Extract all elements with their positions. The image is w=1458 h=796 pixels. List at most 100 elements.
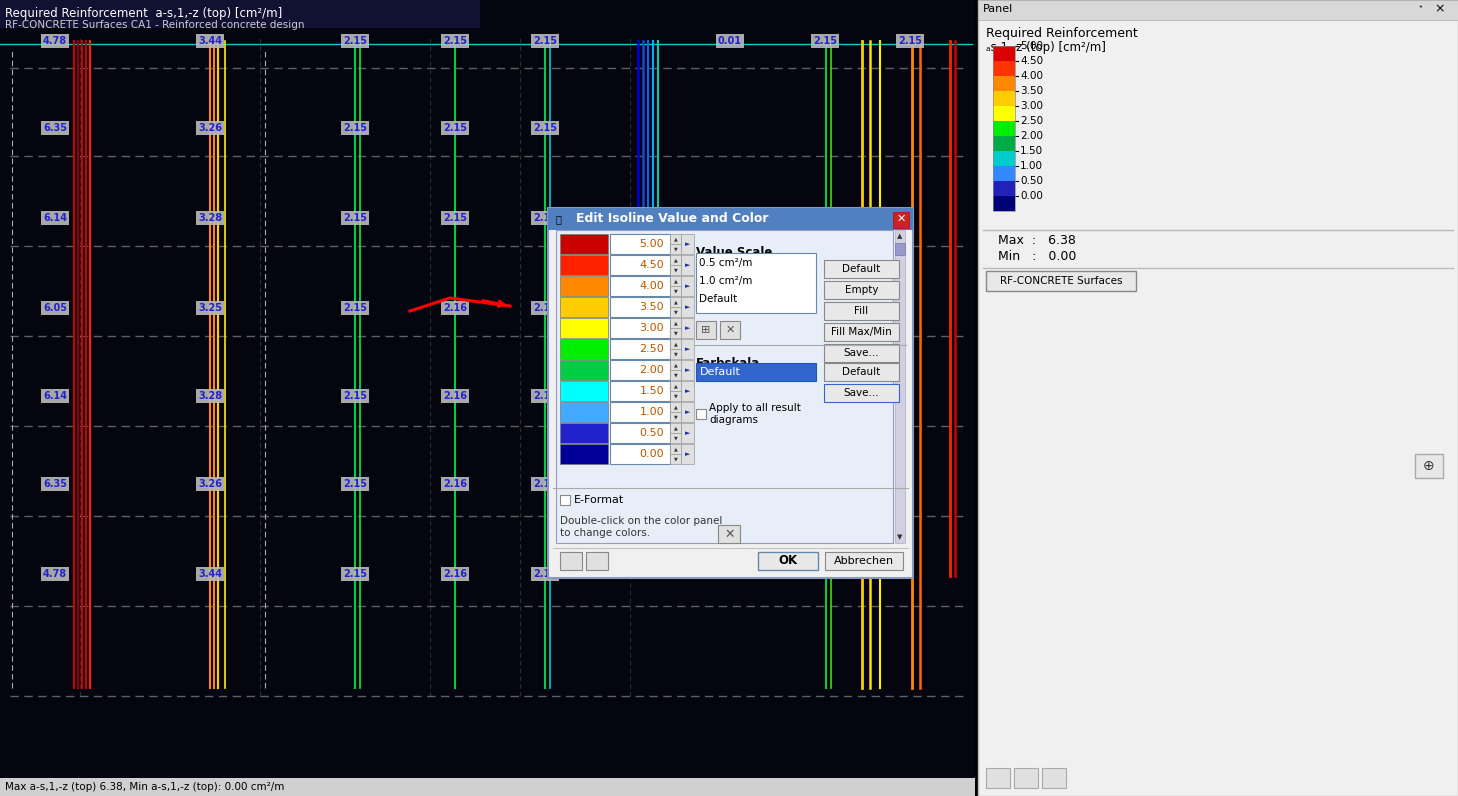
Bar	[671, 255, 681, 265]
Text: 3.00: 3.00	[1021, 101, 1042, 111]
Bar	[609, 360, 671, 380]
Text: ▼: ▼	[674, 247, 678, 252]
Text: ►: ►	[685, 451, 690, 457]
Bar	[560, 297, 608, 317]
Text: 1.00: 1.00	[640, 407, 663, 417]
Text: 3.28: 3.28	[198, 391, 222, 401]
Text: ▼: ▼	[674, 415, 678, 419]
Text: 2.15: 2.15	[343, 303, 367, 313]
Text: RF-CONCRETE Surfaces CA1 - Reinforced concrete design: RF-CONCRETE Surfaces CA1 - Reinforced co…	[4, 20, 305, 30]
Text: 1.50: 1.50	[640, 386, 663, 396]
Bar	[609, 255, 671, 275]
Text: ►: ►	[685, 241, 690, 247]
Text: ►: ►	[685, 346, 690, 352]
Text: 2.00: 2.00	[1021, 131, 1042, 141]
Bar	[560, 552, 582, 570]
Text: ×: ×	[1435, 2, 1445, 15]
Bar	[671, 328, 681, 338]
Text: ▲: ▲	[674, 384, 678, 388]
Text: ▲: ▲	[674, 236, 678, 241]
Text: OK: OK	[779, 555, 798, 568]
Bar	[825, 552, 903, 570]
Bar	[681, 297, 694, 317]
Text: ►: ►	[685, 304, 690, 310]
Text: 4.78: 4.78	[42, 569, 67, 579]
Bar	[548, 208, 913, 578]
Bar	[609, 276, 671, 296]
Text: Panel: Panel	[983, 4, 1013, 14]
Bar	[671, 265, 681, 275]
Text: 4.50: 4.50	[1021, 56, 1042, 66]
Text: 4.00: 4.00	[639, 281, 663, 291]
Text: 2.50: 2.50	[639, 344, 663, 354]
Text: ▼: ▼	[674, 373, 678, 377]
Bar	[609, 318, 671, 338]
Text: Value Scale: Value Scale	[695, 246, 773, 259]
Text: Double-click on the color panel
to change colors.: Double-click on the color panel to chang…	[560, 516, 722, 537]
Bar	[609, 339, 671, 359]
Text: 2.16: 2.16	[443, 479, 467, 489]
Bar	[671, 370, 681, 380]
Text: 📊: 📊	[555, 214, 561, 224]
Text: Save...: Save...	[844, 388, 879, 398]
Bar	[560, 381, 608, 401]
Bar	[895, 243, 905, 255]
Text: ▲: ▲	[674, 299, 678, 305]
Bar	[993, 181, 1015, 196]
Bar	[609, 297, 671, 317]
Text: 2.15: 2.15	[534, 303, 557, 313]
Bar	[824, 323, 900, 341]
Text: 2.15: 2.15	[343, 213, 367, 223]
Bar	[0, 778, 975, 796]
Text: ▼: ▼	[674, 330, 678, 335]
Text: 3.50: 3.50	[1021, 86, 1042, 96]
Text: ▲: ▲	[674, 404, 678, 409]
Text: 2.15: 2.15	[534, 479, 557, 489]
Text: 0.00: 0.00	[1021, 191, 1042, 201]
Bar	[671, 244, 681, 254]
Bar	[695, 253, 816, 313]
Bar	[560, 360, 608, 380]
Text: 2.15: 2.15	[534, 569, 557, 579]
Text: 0.50: 0.50	[640, 428, 663, 438]
Text: 2.15: 2.15	[898, 36, 921, 46]
Bar	[824, 260, 900, 278]
Bar	[895, 230, 905, 543]
Bar	[681, 360, 694, 380]
Bar	[993, 166, 1015, 181]
Text: Apply to all result
diagrams: Apply to all result diagrams	[709, 404, 800, 425]
Text: 2.15: 2.15	[343, 479, 367, 489]
Bar	[671, 454, 681, 464]
Text: ▼: ▼	[674, 456, 678, 462]
Text: RF-CONCRETE Surfaces: RF-CONCRETE Surfaces	[1000, 276, 1123, 286]
Text: Default: Default	[843, 264, 881, 274]
Text: Empty: Empty	[844, 285, 878, 295]
Bar	[671, 381, 681, 391]
Text: 2.15: 2.15	[534, 36, 557, 46]
Bar	[671, 349, 681, 359]
Text: 0.50: 0.50	[1021, 176, 1042, 186]
Bar	[1416, 454, 1443, 478]
Text: 2.16: 2.16	[443, 391, 467, 401]
Text: ₐs,1,-z (top) [cm²/m]: ₐs,1,-z (top) [cm²/m]	[986, 41, 1105, 54]
Bar	[824, 344, 900, 362]
Text: 0.00: 0.00	[640, 449, 663, 459]
Bar	[609, 234, 671, 254]
Text: ▲: ▲	[674, 447, 678, 451]
Text: Default: Default	[698, 294, 738, 304]
Bar	[671, 286, 681, 296]
Text: ►: ►	[685, 283, 690, 289]
Bar	[986, 271, 1136, 291]
Bar	[560, 276, 608, 296]
Bar	[560, 495, 570, 505]
Text: ▼: ▼	[674, 267, 678, 272]
Text: Fill Max/Min: Fill Max/Min	[831, 327, 892, 337]
Bar	[695, 409, 706, 419]
Bar	[671, 318, 681, 328]
Bar	[1042, 768, 1066, 788]
Bar	[720, 321, 741, 339]
Text: ▲: ▲	[674, 341, 678, 346]
Text: Required Reinforcement  a-s,1,-z (top) [cm²/m]: Required Reinforcement a-s,1,-z (top) [c…	[4, 7, 283, 21]
Bar	[560, 234, 608, 254]
Text: 2.00: 2.00	[639, 365, 663, 375]
